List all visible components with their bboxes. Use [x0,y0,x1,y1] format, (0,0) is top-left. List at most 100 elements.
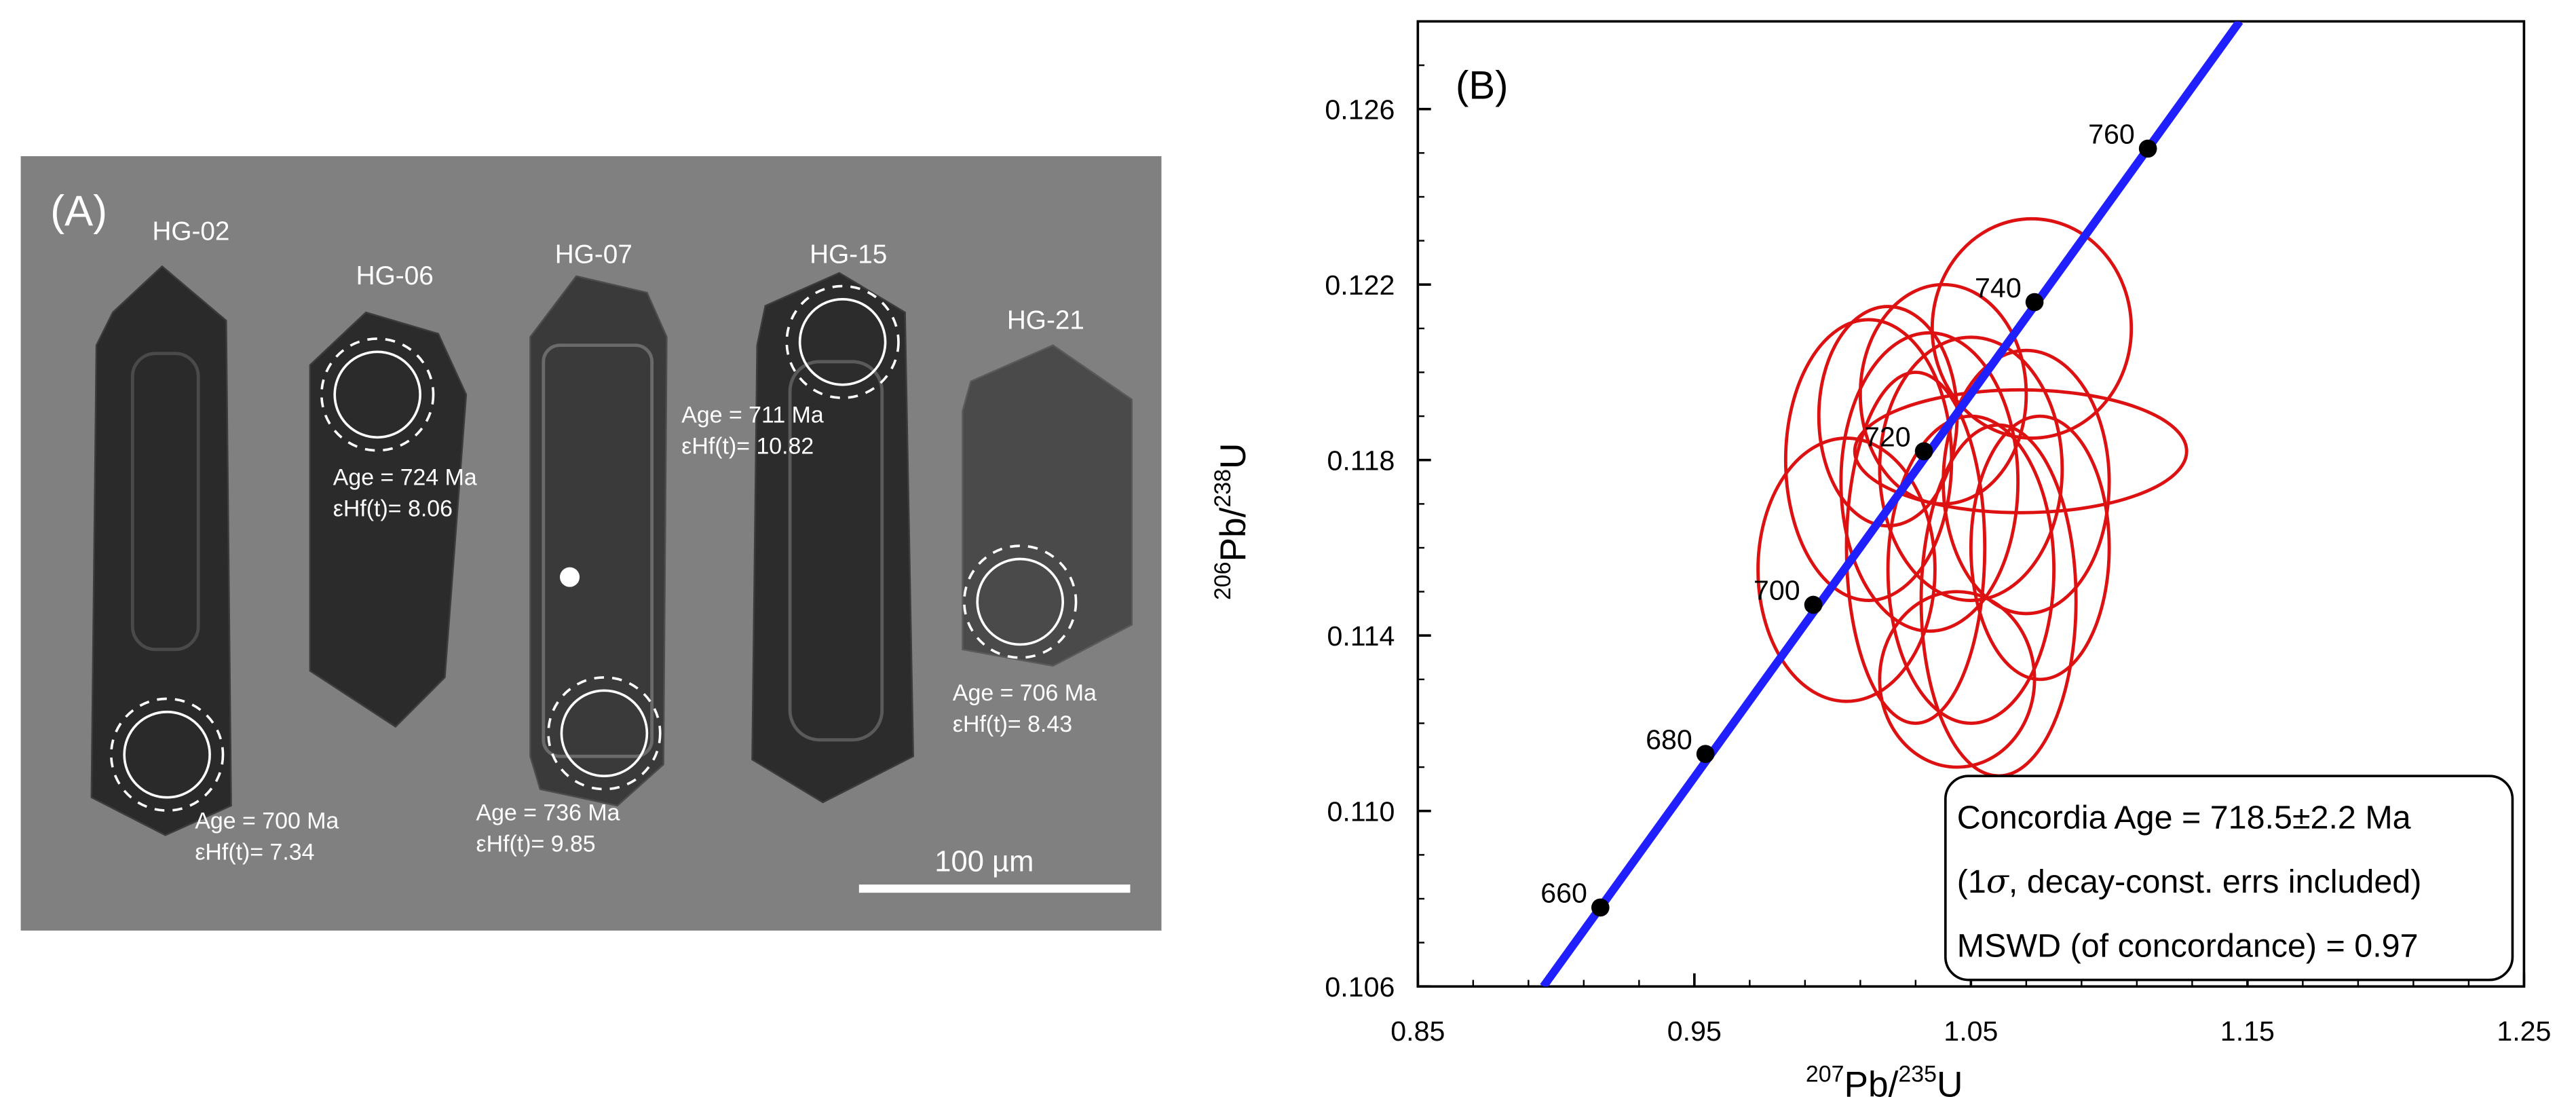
grain-name: HG-21 [1007,305,1084,335]
grain-ehf: εHf(t)= 7.34 [195,840,314,865]
scale-bar [858,884,1131,893]
spot-inner [798,297,887,386]
scale-bar-label: 100 µm [934,846,1034,878]
concordia-age-label: 660 [1540,878,1587,909]
spot-outer [320,337,435,452]
grain-hg-06: HG-06 Age = 724 Ma εHf(t)= 8.06 [309,261,477,728]
y-tick-label: 0.110 [1327,796,1395,827]
grain-ehf: εHf(t)= 8.43 [953,711,1072,737]
grain-name: HG-02 [152,217,229,246]
y-tick-label: 0.118 [1327,445,1395,476]
sigma-note-text: (1σ, decay-const. errs included) [1957,863,2422,901]
zircon-crystal [529,275,668,807]
grain-name: HG-15 [810,240,887,269]
zircon-crystal [962,344,1133,667]
zircon-zoning [788,360,884,742]
error-ellipse [1853,388,2189,515]
grain-ehf: εHf(t)= 8.06 [333,496,453,522]
spot-outer [109,697,225,812]
inclusion [560,567,580,587]
sigma-symbol: σ [1986,863,2010,901]
concordia-age-label: 760 [2088,119,2135,150]
grain-hg-15: HG-15 Age = 711 Ma εHf(t)= 10.82 [681,240,914,804]
y-axis-title-sup2: 238 [1210,469,1236,508]
error-ellipse [1969,414,2111,682]
concordia-age-text: Concordia Age = 718.5±2.2 Ma [1957,800,2411,836]
spot-outer [547,676,662,791]
grain-age: Age = 706 Ma [953,680,1097,706]
grain-age: Age = 736 Ma [476,800,620,826]
y-tick-label: 0.122 [1325,269,1395,301]
y-tick-label: 0.106 [1325,971,1395,1003]
zircon-crystal [309,311,468,728]
concordia-age-label: 700 [1754,575,1800,606]
error-ellipse [1756,436,1937,703]
concordia-age-label: 740 [1975,272,2022,303]
x-tick-label: 1.15 [2220,1015,2275,1047]
grain-name: HG-06 [356,261,434,291]
spot-inner [976,557,1064,646]
spot-inner [333,350,421,439]
grain-name: HG-07 [555,240,632,269]
grain-hg-07: HG-07 Age = 736 Ma εHf(t)= 9.85 [476,240,668,857]
result-box-frame [1944,775,2514,982]
concordia-age-point [2138,139,2157,158]
error-ellipse [1839,331,2020,633]
zircon-zoning [542,343,654,758]
x-tick-label: 1.25 [2497,1015,2551,1047]
panel-a-label: (A) [50,187,107,235]
x-axis-title-end: U [1937,1065,1963,1105]
grain-age: Age = 711 Ma [681,402,824,428]
concordia-layer: 660 680 700 720 740 760 [1540,21,2243,987]
grain-hg-21: HG-21 Age = 706 Ma εHf(t)= 8.43 [953,305,1133,737]
y-tick-label: 0.114 [1327,620,1395,652]
x-tick-label: 0.95 [1667,1015,1722,1047]
result-box: Concordia Age = 718.5±2.2 Ma (1σ, decay-… [1944,775,2514,982]
sigma-note-post: , decay-const. errs included) [2009,863,2421,900]
spot-inner [560,689,649,778]
concordia-age-point [2025,293,2044,312]
zircon-crystal [90,265,232,836]
error-ellipse [1878,335,2064,602]
concordia-age-point [1804,595,1823,614]
y-axis-title-mid: Pb/ [1213,507,1253,561]
zircon-crystal [751,272,914,804]
error-ellipse [1930,217,2134,440]
x-axis-title: 207Pb/235U [1806,1062,1963,1105]
y-axis-title: 206Pb/238U [1210,443,1253,601]
x-axis-title-sup2: 235 [1898,1062,1937,1087]
grain-ehf: εHf(t)= 10.82 [681,433,814,459]
error-ellipse [1844,371,1987,725]
x-tick-label: 1.05 [1944,1015,1998,1047]
concordia-curve [1540,21,2243,987]
spot-outer [963,544,1078,659]
sigma-note-pre: (1 [1957,863,1986,900]
grain-age: Age = 700 Ma [195,808,339,834]
error-ellipse [1886,414,2056,725]
concordia-age-point [1696,745,1715,764]
x-axis-title-sup1: 207 [1806,1062,1844,1087]
grain-age: Age = 724 Ma [333,465,477,491]
y-axis-title-end: U [1213,443,1253,469]
error-ellipse [1858,282,2028,506]
tick-layer: 0.85 0.95 1.05 1.15 1.25 0.106 0.110 0.114 0.118… [1325,64,2551,1047]
ellipse-layer [1756,217,2189,778]
spot-inner [123,710,211,799]
x-axis-title-mid: Pb/ [1844,1065,1898,1105]
concordia-age-label: 720 [1864,422,1911,453]
concordia-age-label: 680 [1646,724,1692,755]
zircon-core [130,352,200,652]
grain-hg-02: HG-02 Age = 700 Ma εHf(t)= 7.34 [90,217,339,865]
mswd-text: MSWD (of concordance) = 0.97 [1957,928,2419,965]
x-tick-label: 0.85 [1390,1015,1445,1047]
y-tick-label: 0.126 [1325,94,1395,125]
spot-outer [785,284,900,399]
concordia-age-point [1591,898,1610,917]
concordia-age-point [1914,442,1933,461]
grain-ehf: εHf(t)= 9.85 [476,832,596,857]
y-axis-title-sup1: 206 [1210,562,1236,601]
panel-a: (A) HG-02 Age = 700 Ma εHf(t)= 7.34 HG-0… [20,156,1162,931]
panel-b-label: (B) [1456,63,1508,107]
